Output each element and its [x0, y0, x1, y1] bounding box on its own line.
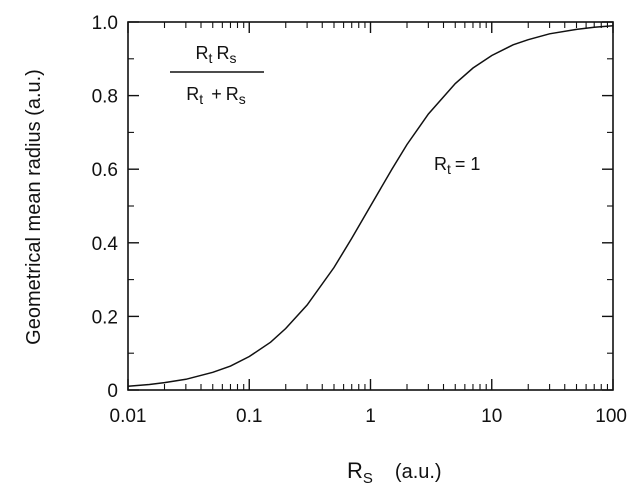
rt-annotation: Rt = 1 [434, 154, 480, 177]
x-axis-label-main: R [347, 458, 363, 483]
x-tick-label: 0.1 [236, 406, 262, 427]
y-tick-label: 0.6 [92, 160, 118, 181]
series-line [127, 24, 614, 388]
y-tick-label: 0.4 [92, 234, 119, 255]
x-ticks: 0.01 0.1 1 10 100 [110, 22, 627, 427]
x-tick-label: 10 [481, 406, 502, 427]
y-tick-label: 1.0 [92, 13, 118, 34]
y-ticks: 0 0.2 0.4 0.6 0.8 1.0 [92, 13, 613, 402]
x-axis-label-unit: (a.u.) [395, 461, 442, 483]
y-axis-label: Geometrical mean radius (a.u.) [23, 69, 45, 345]
x-tick-label: 100 [595, 406, 627, 427]
y-tick-label: 0.2 [92, 307, 118, 328]
x-tick-label: 0.01 [110, 406, 147, 427]
y-tick-label: 0.8 [92, 87, 118, 108]
x-axis-label: RS (a.u.) [347, 458, 442, 487]
formula: Rt Rs Rt + Rs [170, 43, 264, 107]
x-axis-label-sub: S [363, 470, 373, 487]
y-tick-label: 0 [107, 381, 118, 402]
x-tick-label: 1 [365, 406, 376, 427]
formula-numerator: Rt Rs [196, 43, 237, 66]
formula-denominator: Rt + Rs [186, 84, 245, 107]
